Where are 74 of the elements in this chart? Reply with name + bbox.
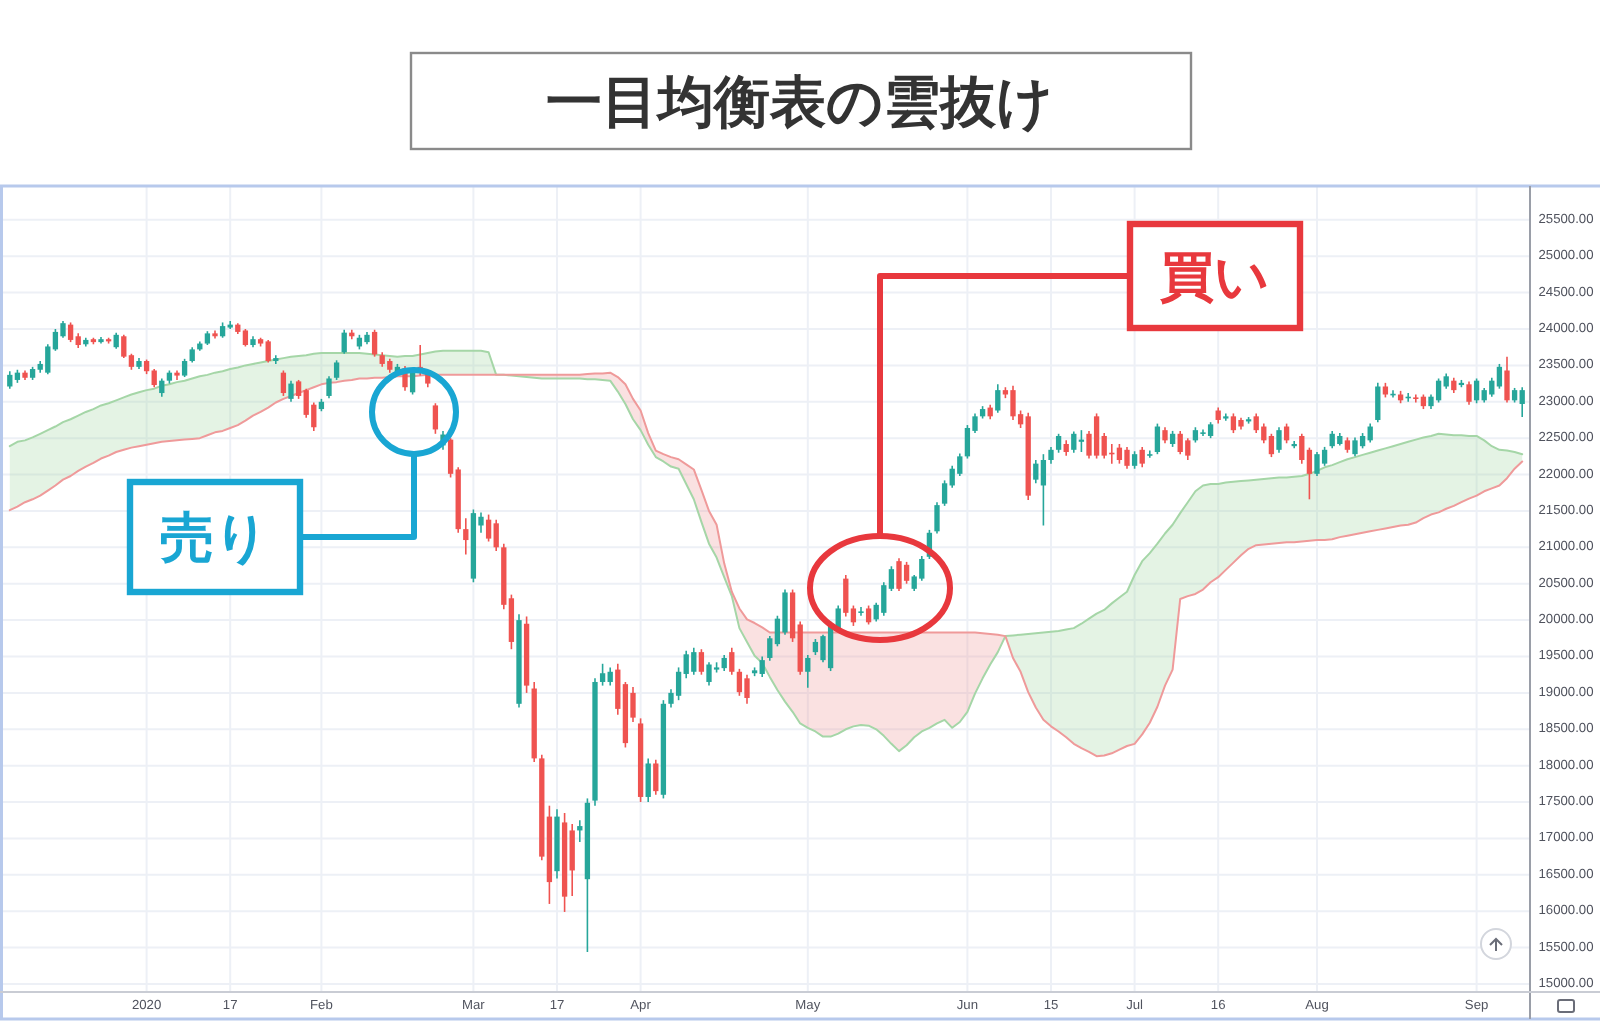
annotation: 買い <box>1160 247 1270 309</box>
candlestick <box>1352 436 1358 458</box>
candlestick <box>1435 377 1442 404</box>
candlestick <box>1276 426 1282 454</box>
candlestick <box>744 673 750 705</box>
candlestick <box>1010 384 1016 421</box>
candlestick <box>896 557 902 592</box>
candlestick <box>1116 443 1123 465</box>
candlestick <box>820 633 826 664</box>
candlestick <box>1139 446 1145 469</box>
candlestick <box>865 604 872 626</box>
candlestick <box>121 334 127 359</box>
candlestick <box>151 368 157 389</box>
candlestick <box>1375 382 1381 423</box>
candlestick <box>706 661 712 687</box>
candlestick <box>843 574 849 618</box>
candlestick <box>698 648 705 676</box>
candlestick <box>1253 412 1259 434</box>
candlestick <box>1413 393 1419 404</box>
candlestick <box>1321 446 1328 467</box>
candlestick <box>288 379 294 403</box>
candlestick <box>729 646 735 676</box>
candlestick <box>599 662 606 687</box>
candlestick <box>607 666 613 687</box>
candlestick <box>1185 437 1191 461</box>
candlestick <box>1496 363 1503 390</box>
candlestick <box>759 655 765 678</box>
candlestick <box>67 321 74 343</box>
candlestick <box>326 375 332 399</box>
candlestick <box>1230 412 1237 434</box>
candlestick <box>1033 459 1039 485</box>
candlestick <box>1124 446 1130 470</box>
candlestick <box>653 759 659 796</box>
candlestick <box>1040 453 1047 527</box>
candlestick <box>645 757 651 803</box>
candlestick <box>569 823 575 897</box>
candlestick <box>493 518 499 552</box>
candlestick <box>1177 430 1183 455</box>
candlestick <box>782 588 788 636</box>
candlestick <box>174 369 180 381</box>
candlestick <box>1071 430 1077 454</box>
candlestick <box>1473 377 1480 405</box>
candlestick <box>964 424 971 460</box>
candlestick <box>280 369 287 397</box>
candlestick <box>858 606 864 617</box>
annotation: 売り <box>160 508 270 570</box>
candlestick <box>333 359 340 381</box>
candlestick <box>1314 451 1320 477</box>
candlestick <box>1093 412 1100 460</box>
candlestick <box>485 513 492 543</box>
candlestick <box>265 339 271 364</box>
candlestick <box>736 668 743 697</box>
candlestick <box>181 358 188 378</box>
candlestick <box>463 517 469 556</box>
candlestick <box>1200 428 1206 437</box>
candlestick <box>1268 433 1275 458</box>
candlestick <box>934 501 940 535</box>
candlestick <box>341 328 347 355</box>
candlestick <box>995 383 1001 414</box>
candlestick <box>957 452 963 477</box>
candlestick <box>805 654 811 689</box>
candlestick <box>1466 380 1472 406</box>
candlestick <box>159 377 165 398</box>
candlestick <box>1154 422 1161 455</box>
candlestick <box>919 555 925 582</box>
candlestick <box>303 387 309 419</box>
chart-title: 一目均衡表の雲抜け <box>546 69 1054 135</box>
candlestick <box>903 561 910 585</box>
candlestick <box>432 402 439 435</box>
candlestick <box>691 646 697 676</box>
candlestick <box>1055 433 1062 454</box>
candlestick <box>1519 386 1525 418</box>
candlestick <box>1504 355 1510 404</box>
candlestick <box>371 328 378 358</box>
